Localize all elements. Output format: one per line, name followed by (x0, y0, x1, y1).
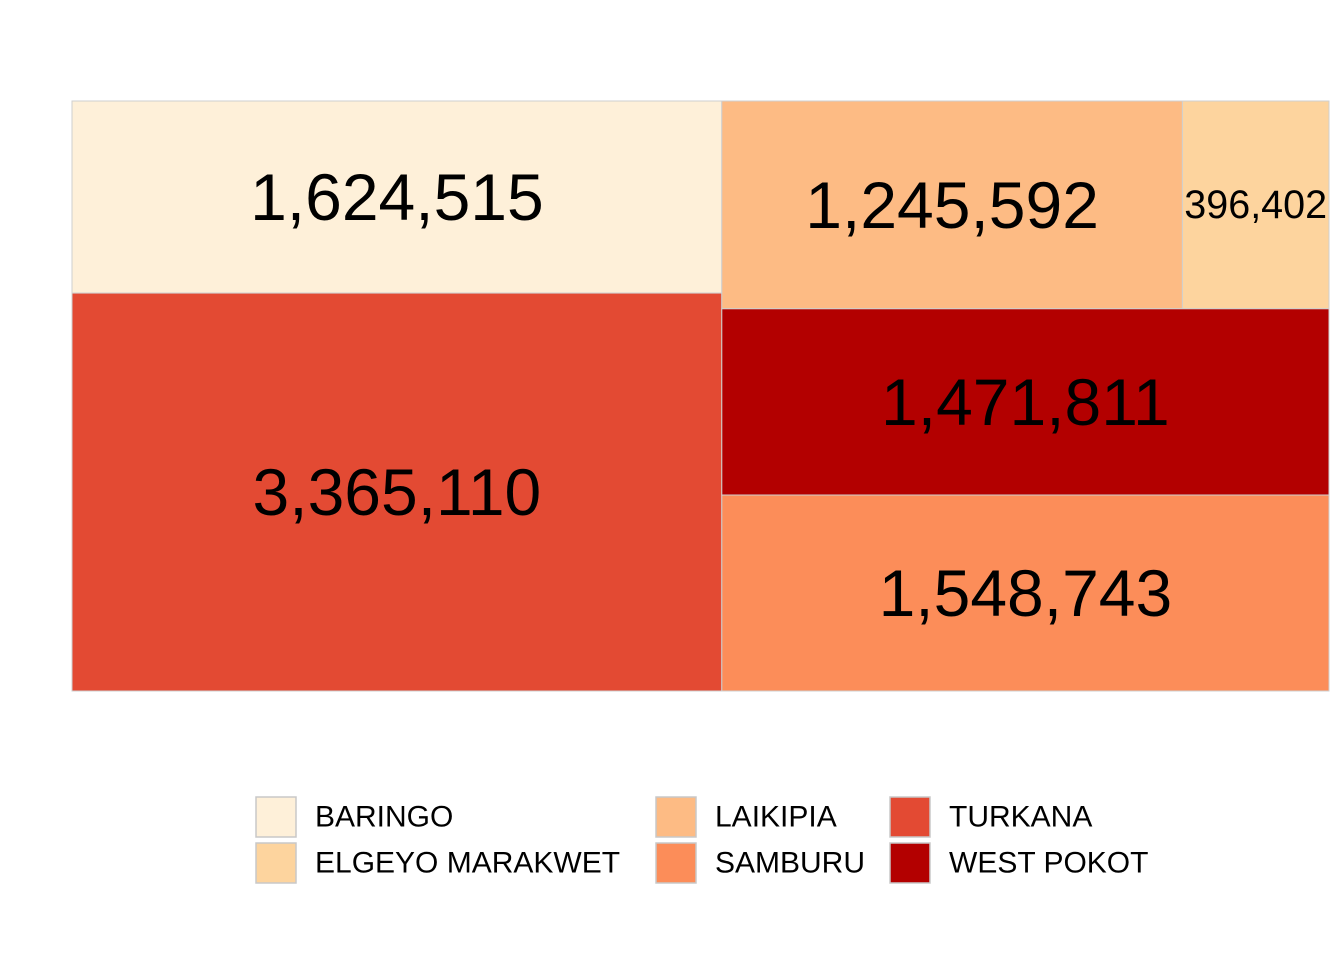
legend-label-west-pokot: WEST POKOT (949, 847, 1148, 880)
tile-samburu (721, 494, 1330, 692)
legend-label-turkana: TURKANA (949, 801, 1092, 834)
tile-label-baringo: 1,624,515 (250, 160, 544, 234)
legend-swatch-laikipia (655, 796, 697, 838)
legend-label-samburu: SAMBURU (715, 847, 865, 880)
legend-swatch-baringo (255, 796, 297, 838)
legend: BARINGO ELGEYO MARAKWET LAIKIPIA SAMBURU TUR… (255, 796, 1148, 884)
legend-swatch-samburu (655, 842, 697, 884)
tile-elgeyo-marakwet (1181, 100, 1330, 310)
legend-swatch-turkana (889, 796, 931, 838)
tile-label-turkana: 3,365,110 (253, 455, 542, 529)
tile-baringo (71, 100, 723, 294)
legend-label-elgeyo-marakwet: ELGEYO MARAKWET (315, 847, 620, 880)
tile-label-elgeyo-marakwet: 396,402 (1184, 183, 1327, 227)
tile-label-west-pokot: 1,471,811 (881, 365, 1170, 439)
legend-label-laikipia: LAIKIPIA (715, 801, 837, 834)
legend-swatch-west-pokot (889, 842, 931, 884)
tile-laikipia (721, 100, 1183, 310)
tile-label-laikipia: 1,245,592 (805, 168, 1099, 242)
legend-swatch-elgeyo-marakwet (255, 842, 297, 884)
legend-label-baringo: BARINGO (315, 801, 453, 834)
tile-label-samburu: 1,548,743 (879, 556, 1173, 630)
tile-west-pokot (721, 308, 1330, 496)
treemap-tiles: 1,624,515 3,365,110 1,245,592 396,402 1,471,… (71, 100, 1330, 692)
tile-turkana (71, 292, 723, 692)
